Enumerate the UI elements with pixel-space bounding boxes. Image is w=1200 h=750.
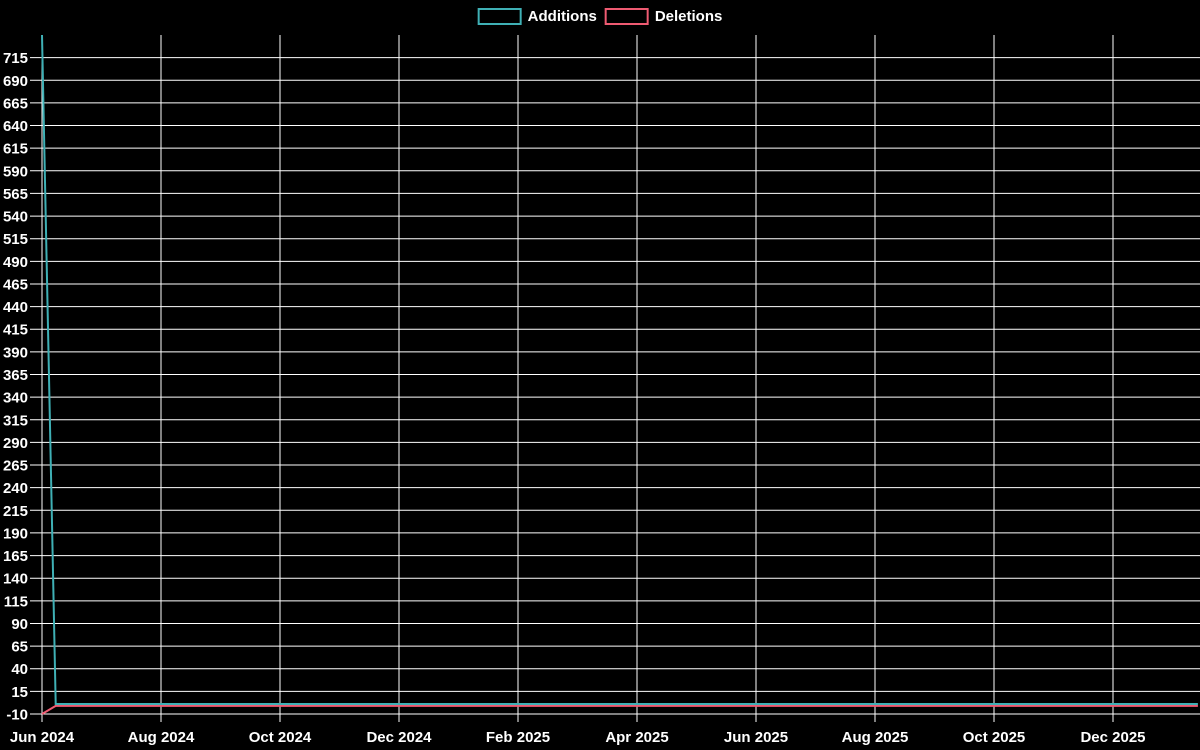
y-tick-label: 365 <box>3 367 28 384</box>
additions-legend-label: Additions <box>527 8 597 25</box>
additions-line <box>41 34 1198 705</box>
y-tick-label: 15 <box>11 684 28 701</box>
y-tick-label: 640 <box>3 118 28 135</box>
x-tick-label: Dec 2024 <box>366 729 432 746</box>
y-tick-label: 390 <box>3 344 28 361</box>
y-tick-label: 590 <box>3 163 28 180</box>
y-tick-label: 265 <box>3 458 28 475</box>
x-tick-label: Jun 2024 <box>10 729 75 746</box>
y-tick-label: 165 <box>3 548 28 565</box>
y-tick-label: 565 <box>3 186 28 203</box>
y-tick-label: 290 <box>3 435 28 452</box>
y-tick-label: 215 <box>3 503 28 520</box>
y-tick-label: 515 <box>3 231 28 248</box>
y-tick-label: 240 <box>3 480 28 497</box>
y-tick-label: 665 <box>3 95 28 112</box>
y-tick-label: 615 <box>3 141 28 158</box>
y-tick-label: 65 <box>11 639 28 656</box>
y-tick-label: 465 <box>3 276 28 293</box>
legend: Additions Deletions <box>477 7 723 26</box>
deletions-swatch <box>604 8 649 25</box>
grid <box>30 35 1200 722</box>
x-tick-label: Apr 2025 <box>605 729 668 746</box>
legend-item-deletions[interactable]: Deletions <box>604 7 723 26</box>
y-tick-label: 715 <box>3 50 28 67</box>
deletions-line <box>41 704 1198 715</box>
legend-item-additions[interactable]: Additions <box>477 7 597 26</box>
x-tick-label: Aug 2025 <box>842 729 909 746</box>
y-tick-label: 490 <box>3 254 28 271</box>
y-tick-label: 340 <box>3 390 28 407</box>
y-tick-label: -10 <box>6 707 28 724</box>
y-tick-label: 540 <box>3 209 28 226</box>
x-tick-label: Jun 2025 <box>724 729 788 746</box>
y-tick-label: 90 <box>11 616 28 633</box>
y-tick-label: 40 <box>11 661 28 678</box>
x-tick-label: Dec 2025 <box>1080 729 1145 746</box>
y-tick-label: 415 <box>3 322 28 339</box>
y-tick-label: 440 <box>3 299 28 316</box>
x-tick-label: Feb 2025 <box>486 729 550 746</box>
x-tick-label: Oct 2024 <box>249 729 312 746</box>
x-tick-label: Oct 2025 <box>963 729 1026 746</box>
deletions-legend-label: Deletions <box>654 8 723 25</box>
y-tick-label: 140 <box>3 571 28 588</box>
y-tick-label: 115 <box>4 593 28 610</box>
y-tick-label: 690 <box>3 73 28 90</box>
y-tick-label: 190 <box>3 525 28 542</box>
x-tick-label: Aug 2024 <box>128 729 195 746</box>
y-tick-label: 315 <box>3 412 28 429</box>
additions-swatch <box>477 8 522 25</box>
